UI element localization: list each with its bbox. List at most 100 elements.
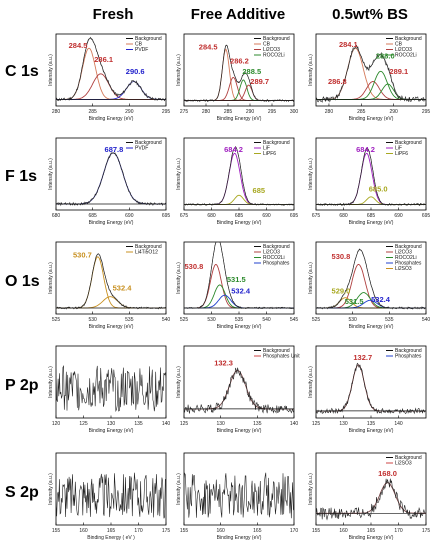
legend-entry: ROCO2Li (263, 255, 285, 261)
legend-entry: Li2SO3 (395, 461, 412, 467)
legend-entry: Phosphates (395, 261, 422, 267)
x-axis-label: Binding Energy (eV) (89, 324, 134, 330)
column-headers: Fresh Free Additive 0.5wt% BS (93, 6, 408, 23)
x-tick-label: 295 (162, 109, 171, 115)
legend-entry: Background (135, 36, 162, 42)
plot-frame (55, 452, 167, 526)
legend-entry: ROCO2Li (395, 255, 417, 261)
curves (184, 472, 294, 519)
legend-entry: Background (395, 348, 422, 354)
raw-spectrum (184, 45, 294, 103)
curves (316, 478, 426, 521)
legend-entry: ROCO2Li (263, 53, 285, 59)
curves (316, 147, 426, 207)
x-tick-label: 160 (216, 528, 225, 534)
x-tick-label: 140 (290, 421, 299, 427)
y-axis-label: Intensity (a.u.) (48, 158, 54, 190)
x-tick-label: 525 (180, 317, 189, 323)
raw-spectrum (184, 472, 294, 519)
y-axis-label: Intensity (a.u.) (308, 54, 314, 86)
x-tick-label: 285 (88, 109, 97, 115)
x-tick-label: 540 (422, 317, 431, 323)
x-tick-label: 680 (52, 213, 61, 219)
legend-entry: Li4Ti5O12 (135, 250, 158, 256)
x-tick-label: 300 (290, 109, 299, 115)
x-tick-label: 530 (348, 317, 357, 323)
plot-frame (55, 345, 167, 419)
x-axis-label: Binding Energy (eV) (349, 535, 394, 541)
curves (184, 145, 294, 206)
row-header-c1s: C 1s (5, 63, 39, 80)
plot-frame (183, 241, 295, 315)
legend-entry: Li2CO3 (395, 47, 412, 53)
plot-frame (55, 137, 167, 211)
legend-entry: Background (263, 140, 290, 146)
raw-spectrum (56, 253, 166, 310)
x-tick-label: 130 (216, 421, 225, 427)
y-axis-label: Intensity (a.u.) (48, 366, 54, 398)
x-tick-label: 675 (180, 213, 189, 219)
legend-entry: Phosphates (395, 354, 422, 360)
column-header-free-additive: Free Additive (191, 6, 285, 23)
legend-entry: LiF (395, 146, 402, 152)
x-axis-label: Binding Energy (eV) (349, 116, 394, 122)
panel-c-1s-free-additive: 275 280 285 290 295 300 Binding Energy (eV) Int… (176, 33, 299, 122)
y-axis-label: Intensity (a.u.) (176, 54, 182, 86)
plot-frame (183, 137, 295, 211)
raw-spectrum (56, 364, 166, 412)
x-tick-label: 280 (325, 109, 334, 115)
column-header-fresh: Fresh (93, 6, 134, 23)
x-axis-label: Binding Energy (eV) (217, 116, 262, 122)
x-axis-label: Binding Energy (eV) (217, 324, 262, 330)
peak-annotation: 530.7 (73, 250, 92, 259)
curves (316, 44, 426, 103)
peak-annotation: 531.5 (227, 275, 246, 284)
raw-spectrum (56, 36, 166, 102)
plot-frame (315, 137, 427, 211)
raw-spectrum (184, 145, 294, 206)
peak-annotation: 531.5 (345, 297, 364, 306)
x-tick-label: 695 (162, 213, 171, 219)
x-tick-label: 285 (357, 109, 366, 115)
peak-annotation: 168.0 (378, 469, 397, 478)
legend-entry: Background (263, 348, 290, 354)
peak-annotation: 529.0 (332, 287, 351, 296)
y-axis-label: Intensity (a.u.) (308, 473, 314, 505)
legend-entry: Phosphates Unit (263, 354, 300, 360)
peak-annotation: 284.5 (69, 41, 88, 50)
panel-c-1s-fresh: 280 285 290 295 Binding Energy (eV) Intensity… (48, 33, 171, 122)
x-tick-label: 165 (107, 528, 116, 534)
y-axis-label: Intensity (a.u.) (308, 262, 314, 294)
x-tick-label: 680 (339, 213, 348, 219)
peak-annotation: 685.0 (369, 185, 388, 194)
x-tick-label: 165 (253, 528, 262, 534)
peak-annotation: 532.4 (371, 295, 391, 304)
x-tick-label: 160 (339, 528, 348, 534)
x-axis-label: Binding Energy (eV) (217, 535, 262, 541)
x-tick-label: 525 (312, 317, 321, 323)
peak-annotation: 132.3 (214, 358, 233, 367)
curves (184, 44, 294, 103)
legend-entry: PVDF (135, 146, 148, 152)
plot-frame (55, 33, 167, 107)
x-tick-label: 125 (79, 421, 88, 427)
raw-spectrum (56, 152, 166, 207)
plot-frame (183, 345, 295, 419)
curves (184, 367, 294, 414)
legend-entry: Background (395, 140, 422, 146)
plot-frame (315, 241, 427, 315)
x-tick-label: 135 (134, 421, 143, 427)
x-tick-label: 540 (262, 317, 271, 323)
curves (56, 253, 166, 310)
x-tick-label: 525 (52, 317, 61, 323)
peak-annotation: 288.5 (242, 67, 261, 76)
x-tick-label: 295 (422, 109, 431, 115)
peak-annotation: 286.8 (328, 77, 347, 86)
x-tick-label: 170 (290, 528, 299, 534)
x-tick-label: 130 (107, 421, 116, 427)
raw-spectrum (316, 44, 426, 103)
x-tick-label: 155 (312, 528, 321, 534)
raw-spectrum (184, 242, 294, 310)
x-axis-label: Binding Energy ( eV ) (87, 535, 135, 541)
